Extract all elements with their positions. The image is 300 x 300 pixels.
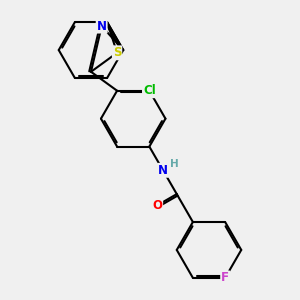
Text: S: S <box>113 46 121 59</box>
Text: N: N <box>158 164 168 177</box>
Text: Cl: Cl <box>143 84 156 97</box>
Text: O: O <box>152 199 162 212</box>
Text: N: N <box>97 20 107 33</box>
Text: F: F <box>221 272 229 284</box>
Text: H: H <box>170 159 178 169</box>
